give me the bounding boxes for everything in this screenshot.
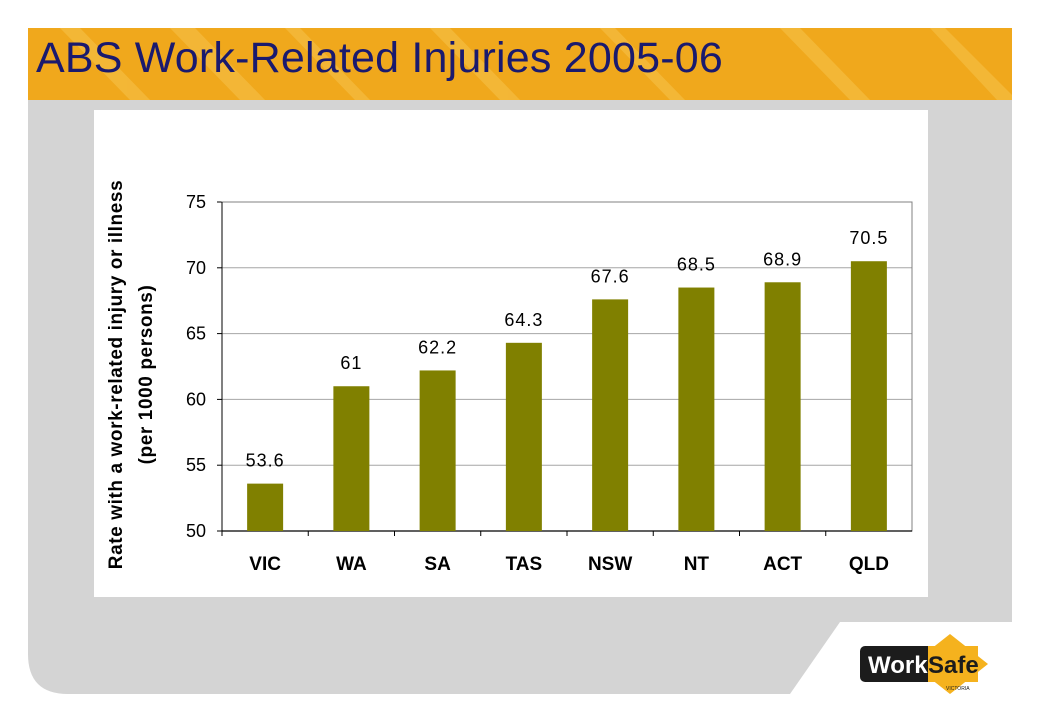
logo-word-safe: Safe <box>928 652 979 679</box>
bar <box>419 370 456 531</box>
y-tick-label: 75 <box>186 192 206 212</box>
worksafe-logo: Work Safe VICTORIA <box>858 632 992 696</box>
data-label: 61 <box>340 353 362 373</box>
y-tick-label: 50 <box>186 521 206 541</box>
x-tick-label: TAS <box>506 554 543 575</box>
bar <box>678 287 715 531</box>
bar <box>505 342 542 531</box>
x-tick-label: SA <box>424 554 451 575</box>
data-label: 53.6 <box>246 451 285 471</box>
y-axis-title-line: (per 1000 persons) <box>136 285 157 465</box>
slide-title: ABS Work-Related Injuries 2005-06 <box>36 34 723 82</box>
data-label: 68.9 <box>763 249 802 269</box>
logo-word-work: Work <box>868 652 928 679</box>
data-label: 70.5 <box>849 228 888 248</box>
data-label: 68.5 <box>677 255 716 275</box>
y-axis-title-line: Rate with a work-related injury or illne… <box>106 180 127 569</box>
bar <box>592 299 629 531</box>
y-tick-label: 60 <box>186 389 206 409</box>
data-label: 67.6 <box>591 266 630 286</box>
x-tick-label: ACT <box>763 554 802 575</box>
plot-frame <box>221 201 913 532</box>
data-label: 62.2 <box>418 337 457 357</box>
x-tick-label: VIC <box>249 554 281 575</box>
bar <box>764 282 801 531</box>
x-tick-label: NSW <box>588 554 632 575</box>
bar <box>333 386 370 531</box>
bar <box>247 483 284 531</box>
x-tick-label: NT <box>684 554 710 575</box>
y-tick-label: 65 <box>186 324 206 344</box>
x-tick-label: WA <box>336 554 367 575</box>
header-band <box>28 28 1012 100</box>
chart-panel: 50 55 60 65 70 75 53.6 VIC 61 WA 62.2 SA 64.3 TAS 67.6… <box>94 110 928 597</box>
bar <box>850 261 887 531</box>
logo-subtext: VICTORIA <box>946 686 970 692</box>
data-label: 64.3 <box>504 310 543 330</box>
worksafe-logo-graphic: Work Safe VICTORIA <box>860 634 988 694</box>
y-tick-label: 70 <box>186 258 206 278</box>
y-tick-label: 55 <box>186 455 206 475</box>
bar-chart: 50 55 60 65 70 75 53.6 VIC 61 WA 62.2 SA 64.3 TAS 67.6… <box>106 180 913 575</box>
x-tick-label: QLD <box>849 554 889 575</box>
